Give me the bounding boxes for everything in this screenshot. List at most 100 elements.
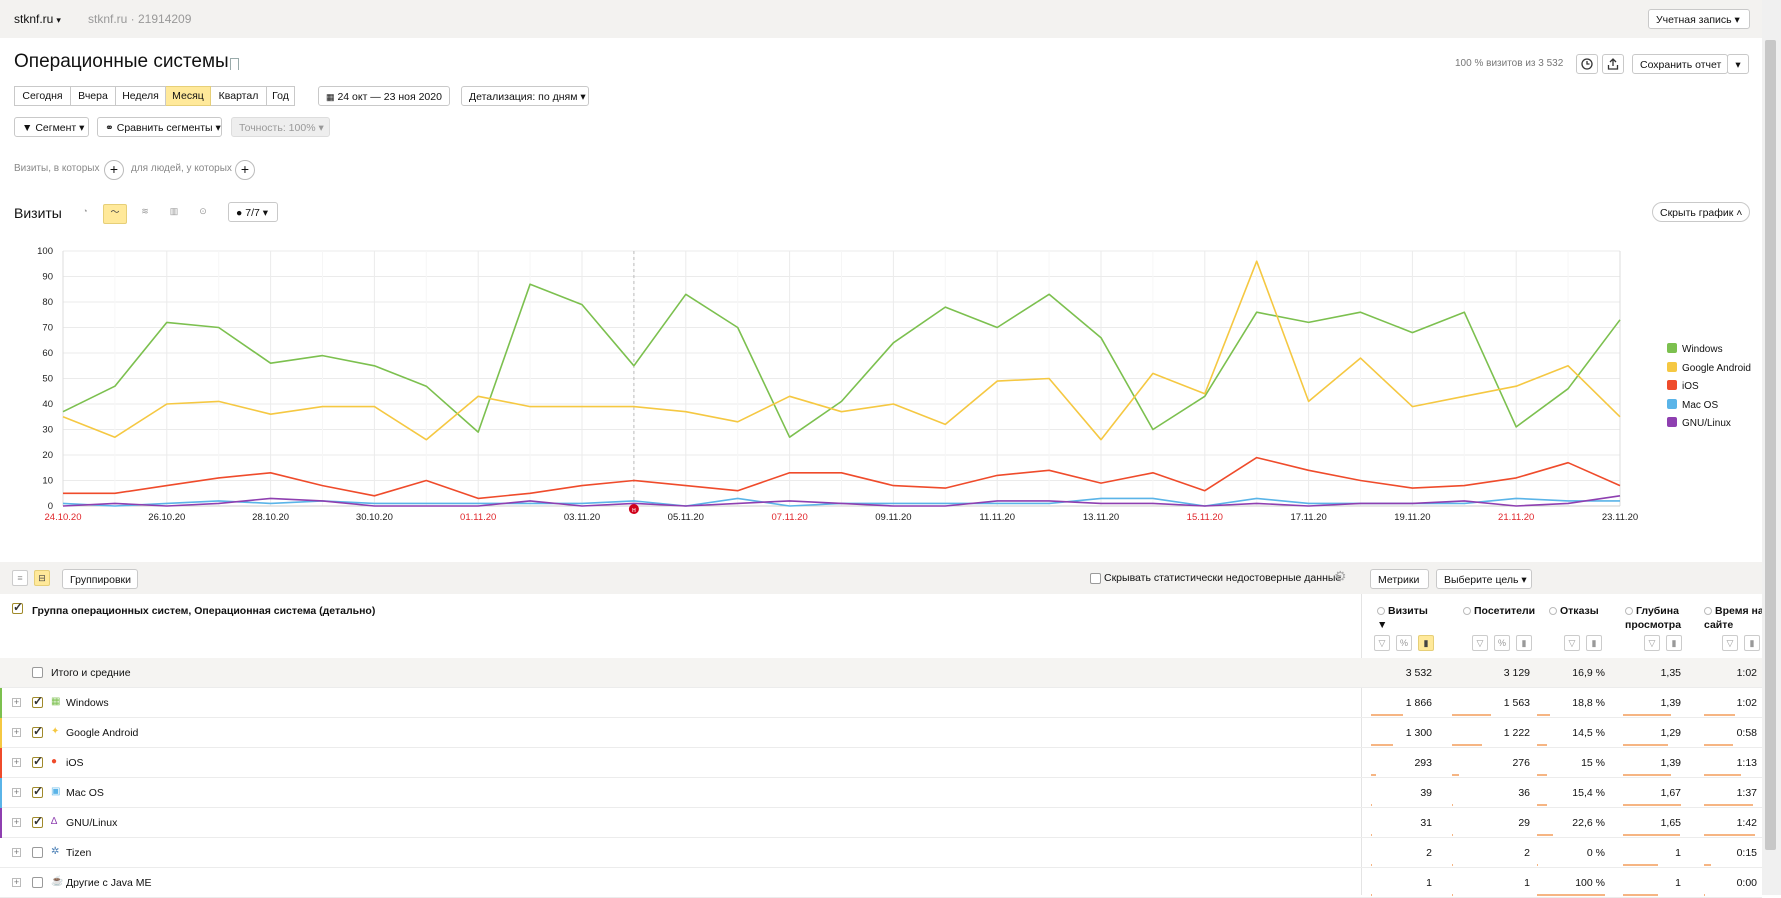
expand-icon[interactable]: + [12,817,21,827]
accuracy-button[interactable]: Точность: 100% ▾ [231,117,330,137]
period-button[interactable]: Неделя [116,86,166,106]
chevron-down-icon: ▾ [56,15,61,25]
date-range-button[interactable]: ▦ 24 окт — 23 ноя 2020 [318,86,450,106]
period-button[interactable]: Вчера [71,86,116,106]
period-button[interactable]: Квартал [211,86,267,106]
x-tick-label: 15.11.20 [1187,512,1223,523]
filter-icon[interactable]: ▽ [1722,635,1738,651]
scrollbar-thumb[interactable] [1765,40,1776,850]
gear-icon[interactable]: ⚙ [1334,568,1347,584]
column-header[interactable]: Глубина просмотра [1625,604,1688,632]
bar-chart-icon[interactable]: ▮ [1586,635,1602,651]
period-button[interactable]: Сегодня [14,86,71,106]
annotations-button[interactable]: ● 7/7 ▾ [228,202,278,222]
help-icon[interactable] [1549,607,1557,615]
calendar-icon: ▦ [326,92,335,102]
row-checkbox[interactable] [32,724,43,738]
bar-chart-icon[interactable]: ▮ [1516,635,1532,651]
bookmark-icon[interactable] [230,58,239,70]
expand-icon[interactable]: + [12,757,21,767]
share-bar [1537,864,1538,866]
filter-icon[interactable]: ▽ [1374,635,1390,651]
save-report-button[interactable]: Сохранить отчет [1632,54,1728,74]
period-button[interactable]: Год [267,86,295,106]
row-checkbox[interactable] [32,667,43,678]
column-header[interactable]: Визиты ▼ [1377,604,1440,632]
legend-checkbox[interactable] [1667,343,1677,353]
compare-segments-button[interactable]: ⚭ Сравнить сегменты ▾ [97,117,222,137]
hide-chart-button[interactable]: Скрыть график ˄ [1652,202,1750,222]
pie-chart-toggle[interactable]: ◔ [77,204,93,220]
expand-icon[interactable]: + [12,787,21,797]
map-toggle[interactable]: ⊙ [195,204,211,220]
history-button[interactable] [1576,54,1598,74]
column-header[interactable]: Отказы [1549,604,1608,618]
table-row[interactable]: + ∆ GNU/Linux 31 29 22,6 % 1,65 1:42 [0,808,1762,838]
legend-checkbox[interactable] [1667,398,1677,409]
segment-button[interactable]: ▼ Сегмент ▾ [14,117,89,137]
stacked-area-toggle[interactable]: ≋ [137,204,153,220]
table-row[interactable]: + ✲ Tizen 2 2 0 % 1 0:15 [0,838,1762,868]
expand-icon[interactable]: + [12,727,21,737]
metrics-button[interactable]: Метрики [1370,569,1429,589]
expand-icon[interactable]: + [12,697,21,707]
legend-item[interactable]: Google Android [1667,361,1751,381]
legend-item[interactable]: iOS [1667,380,1751,399]
tree-view-toggle[interactable]: ⊟ [34,570,50,586]
row-checkbox[interactable] [32,784,43,798]
legend-item[interactable]: Windows [1667,343,1751,362]
row-checkbox[interactable] [32,694,43,708]
help-icon[interactable] [1704,607,1712,615]
column-header[interactable]: Посетители [1463,604,1538,618]
line-chart-toggle[interactable]: 〜 [103,204,127,224]
bar-chart-icon[interactable]: ▮ [1744,635,1760,651]
filter-icon[interactable]: ▽ [1644,635,1660,651]
bar-chart-icon[interactable]: ▮ [1418,635,1434,651]
percent-icon[interactable]: % [1396,635,1412,651]
legend-checkbox[interactable] [1667,417,1677,427]
cell-depth: 1,39 [1660,757,1681,769]
table-row[interactable]: + ● iOS 293 276 15 % 1,39 1:13 [0,748,1762,778]
bar-chart-icon[interactable]: ▮ [1666,635,1682,651]
select-all-checkbox[interactable] [12,600,23,614]
expand-icon[interactable]: + [12,877,21,887]
groupings-button[interactable]: Группировки [62,569,138,589]
cell-time: 1:13 [1736,757,1757,769]
bar-chart-toggle[interactable]: ▥ [166,204,182,220]
filter-icon[interactable]: ▽ [1472,635,1488,651]
save-options-button[interactable]: ▾ [1727,54,1749,74]
sort-icon[interactable]: ▼ [1377,619,1388,631]
export-button[interactable] [1602,54,1624,74]
legend-item[interactable]: Mac OS [1667,398,1751,418]
row-checkbox[interactable] [32,754,43,768]
site-selector[interactable]: stknf.ru ▾ [14,12,61,26]
account-button[interactable]: Учетная запись ▾ [1648,9,1750,29]
row-checkbox[interactable] [32,877,43,888]
cell-visitors: 36 [1518,787,1530,799]
help-icon[interactable] [1377,607,1385,615]
dimension-header[interactable]: Группа операционных систем, Операционная… [32,605,376,617]
column-header[interactable]: Время на сайте [1704,604,1766,632]
filter-icon[interactable]: ▽ [1564,635,1580,651]
row-checkbox[interactable] [32,814,43,828]
table-row[interactable]: + ☕ Другие с Java ME 1 1 100 % 1 0:00 [0,868,1762,898]
legend-checkbox[interactable] [1667,380,1677,390]
expand-icon[interactable]: + [12,847,21,857]
detail-button[interactable]: Детализация: по дням ▾ [461,86,589,106]
percent-icon[interactable]: % [1494,635,1510,651]
help-icon[interactable] [1463,607,1471,615]
table-row[interactable]: + ▣ Mac OS 39 36 15,4 % 1,67 1:37 [0,778,1762,808]
legend-item[interactable]: GNU/Linux [1667,417,1751,436]
legend-checkbox[interactable] [1667,361,1677,372]
help-icon[interactable] [1625,607,1633,615]
add-people-filter-button[interactable]: + [235,160,255,180]
hide-unreliable-checkbox[interactable] [1090,573,1101,584]
holiday-marker[interactable] [628,504,639,514]
choose-goal-button[interactable]: Выберите цель ▾ [1436,569,1532,589]
row-checkbox[interactable] [32,847,43,858]
period-button[interactable]: Месяц [166,86,211,106]
table-row[interactable]: + ✦ Google Android 1 300 1 222 14,5 % 1,29 0:58 [0,718,1762,748]
list-view-toggle[interactable]: ≡ [12,570,28,586]
table-row[interactable]: + ▦ Windows 1 866 1 563 18,8 % 1,39 1:02 [0,688,1762,718]
add-visits-filter-button[interactable]: + [104,160,124,180]
